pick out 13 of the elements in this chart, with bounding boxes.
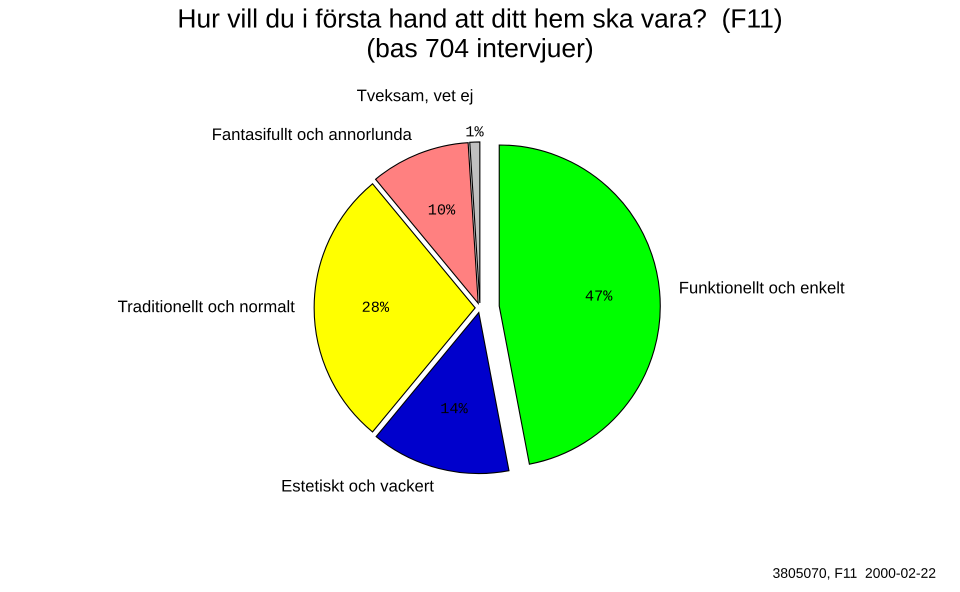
slice-label: Traditionellt och normalt	[118, 300, 295, 312]
chart-title: Hur vill du i första hand att ditt hem ska vara? (F11)	[180, 8, 782, 34]
slice-label: Estetiskt och vackert	[282, 479, 434, 492]
chart-subtitle: (bas 704 intervjuer)	[368, 38, 592, 63]
slice-label: Tveksam, vet ej	[357, 89, 472, 105]
data-label: 28%	[362, 302, 390, 312]
slice-label: Funktionellt och enkelt	[680, 281, 844, 294]
text: 3805070, F11 2000-02-22	[773, 568, 936, 580]
data-label: 14%	[441, 403, 468, 414]
slice-label: Fantasifullt och annorlunda	[213, 128, 412, 140]
data-label: 1%	[466, 126, 484, 136]
data-label: 47%	[586, 290, 612, 301]
data-label: 10%	[428, 204, 456, 215]
